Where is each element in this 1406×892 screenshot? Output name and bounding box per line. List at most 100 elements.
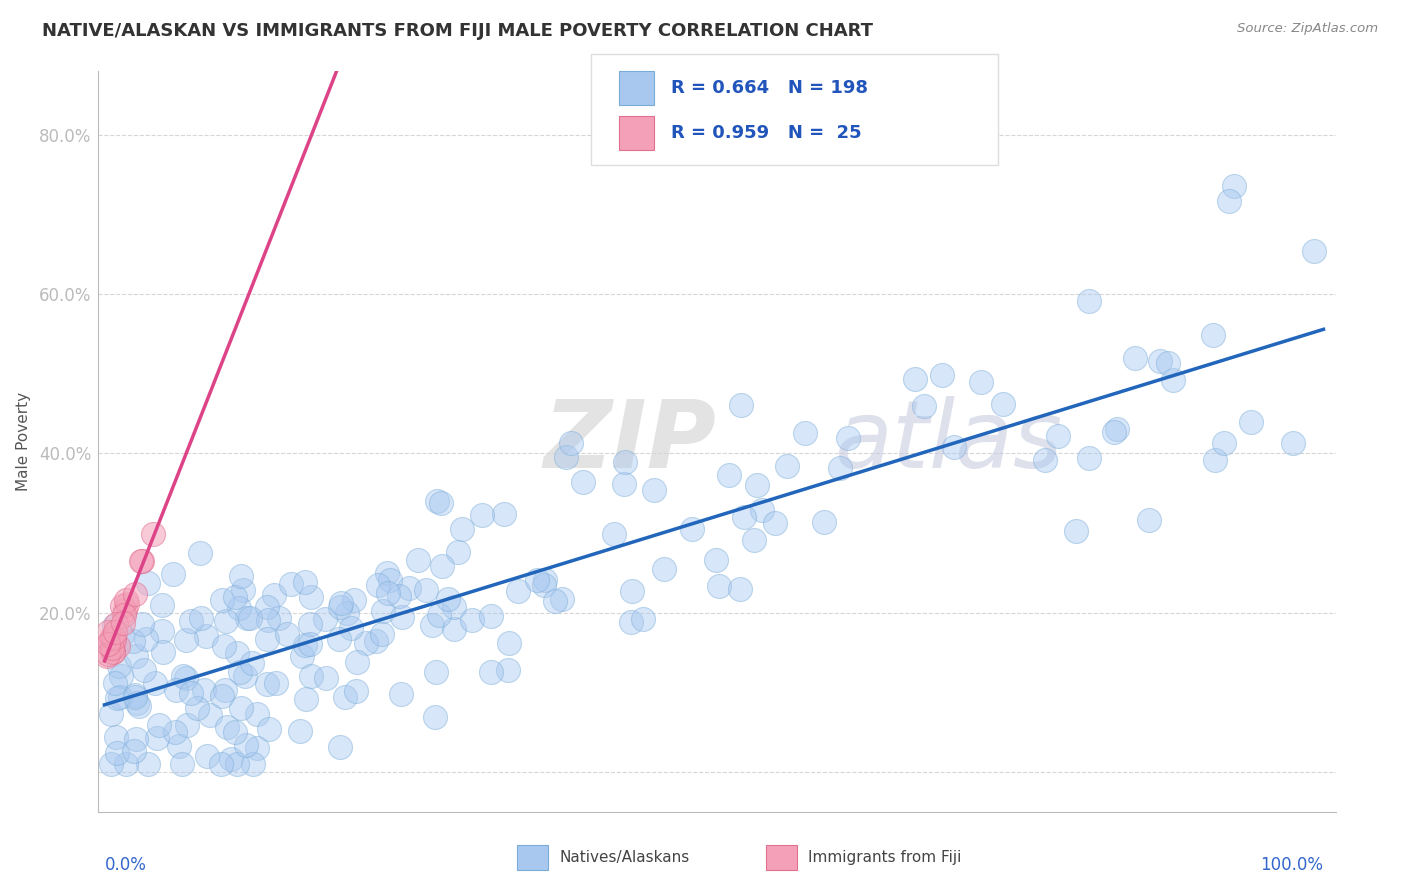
Point <box>150 598 173 612</box>
Text: atlas: atlas <box>835 396 1063 487</box>
Point <box>105 730 128 744</box>
Point <box>346 655 368 669</box>
Point <box>256 613 278 627</box>
Point <box>236 611 259 625</box>
Point <box>111 599 134 613</box>
Point <box>114 602 136 616</box>
Point <box>1204 453 1226 467</box>
Point <box>763 516 786 531</box>
Point <box>704 553 727 567</box>
Point <box>335 690 357 704</box>
Point <box>112 608 135 623</box>
Point <box>614 455 637 469</box>
Point <box>152 645 174 659</box>
Point <box>375 566 398 581</box>
Point <box>1240 415 1263 429</box>
Point <box>246 706 269 721</box>
Point <box>103 676 125 690</box>
Point <box>176 717 198 731</box>
Point <box>492 508 515 522</box>
Point <box>329 599 352 614</box>
Point <box>340 621 363 635</box>
Point <box>100 756 122 771</box>
Point <box>728 582 751 597</box>
Point <box>211 689 233 703</box>
Point <box>406 553 429 567</box>
Point <box>125 732 148 747</box>
Point <box>508 583 530 598</box>
Point <box>264 676 287 690</box>
Point <box>1149 354 1171 368</box>
Point <box>228 601 250 615</box>
Point <box>257 723 280 737</box>
Point <box>430 496 453 510</box>
Point <box>146 731 169 745</box>
Point <box>733 509 755 524</box>
Point <box>103 634 125 648</box>
Point <box>707 578 730 592</box>
Point <box>267 611 290 625</box>
Point <box>239 611 262 625</box>
Point <box>170 756 193 771</box>
Point <box>110 690 132 705</box>
Point <box>344 684 367 698</box>
Point <box>229 700 252 714</box>
Point <box>229 569 252 583</box>
Point <box>1033 453 1056 467</box>
Point <box>298 637 321 651</box>
Point <box>776 459 799 474</box>
Point <box>136 756 159 771</box>
Point <box>136 575 159 590</box>
Point <box>1047 429 1070 443</box>
Point <box>328 632 350 646</box>
Point <box>150 624 173 638</box>
Point <box>745 477 768 491</box>
Point <box>1078 293 1101 308</box>
Point <box>107 640 129 654</box>
Point <box>432 558 454 573</box>
Point <box>101 631 124 645</box>
Point <box>373 604 395 618</box>
Point <box>125 696 148 710</box>
Point <box>195 629 218 643</box>
Point <box>165 683 187 698</box>
Point <box>603 527 626 541</box>
Point <box>315 671 337 685</box>
Point <box>172 668 194 682</box>
Text: 0.0%: 0.0% <box>104 856 146 874</box>
Point <box>426 493 449 508</box>
Point <box>620 615 643 629</box>
Point <box>942 440 965 454</box>
Point <box>195 748 218 763</box>
Point <box>299 590 322 604</box>
Point <box>131 617 153 632</box>
Point <box>298 616 321 631</box>
Point <box>256 632 278 646</box>
Point <box>391 609 413 624</box>
Point <box>98 635 121 649</box>
Point <box>108 659 131 673</box>
Point <box>288 724 311 739</box>
Point <box>131 554 153 568</box>
Point <box>101 630 124 644</box>
Point <box>299 668 322 682</box>
Y-axis label: Male Poverty: Male Poverty <box>15 392 31 491</box>
Point <box>329 739 352 754</box>
Point <box>377 586 399 600</box>
Point <box>96 648 118 663</box>
Point <box>544 594 567 608</box>
Point <box>104 625 127 640</box>
Point <box>367 578 389 592</box>
Point <box>180 614 202 628</box>
Point <box>97 637 120 651</box>
Point <box>174 632 197 647</box>
Point <box>534 573 557 587</box>
Text: Immigrants from Fiji: Immigrants from Fiji <box>808 850 962 864</box>
Point <box>572 475 595 489</box>
Point <box>129 554 152 568</box>
Point <box>235 738 257 752</box>
Point <box>97 647 120 661</box>
Point <box>751 503 773 517</box>
Point <box>165 724 187 739</box>
Point <box>443 600 465 615</box>
